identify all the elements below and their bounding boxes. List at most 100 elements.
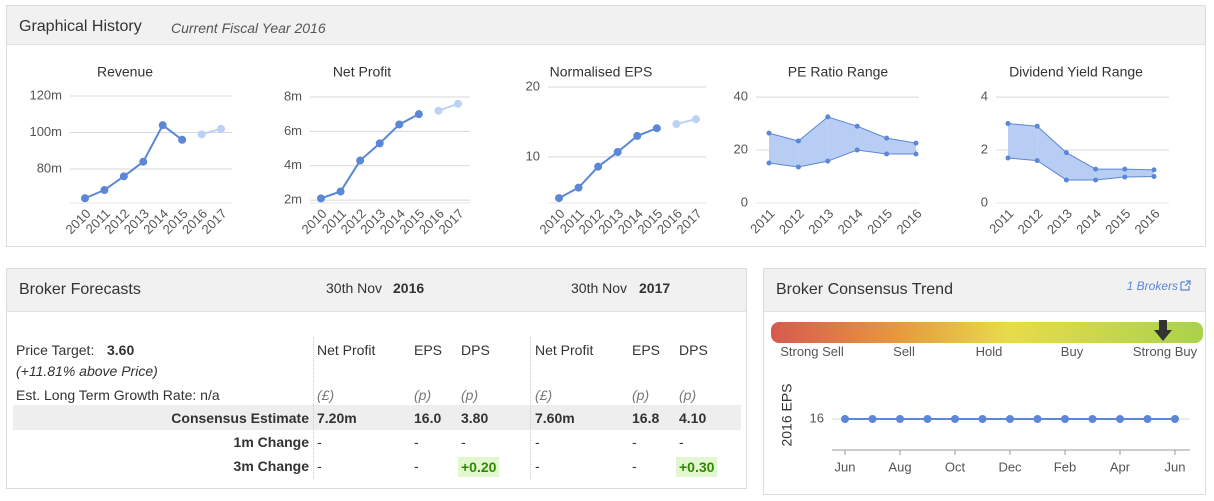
data-point xyxy=(100,186,109,195)
data-point xyxy=(884,135,890,141)
data-point xyxy=(1005,155,1011,161)
column-header: DPS xyxy=(461,342,490,358)
table-cell: 7.20m xyxy=(317,410,357,426)
table-cell: - xyxy=(632,458,637,474)
x-tick-label: Apr xyxy=(1110,459,1131,474)
data-point xyxy=(1034,158,1040,164)
panel-header xyxy=(7,6,1205,45)
table-cell: 7.60m xyxy=(535,410,575,426)
table-cell: 4.10 xyxy=(679,410,707,426)
y-tick-label: 100m xyxy=(29,124,62,139)
x-tick-label: 2011 xyxy=(747,206,777,236)
data-point xyxy=(1122,166,1128,172)
table-cell: - xyxy=(632,434,637,450)
scale-label: Sell xyxy=(893,344,915,359)
data-point xyxy=(1116,415,1124,423)
row-label: 3m Change xyxy=(233,458,309,474)
x-tick-label: Jun xyxy=(1165,459,1186,474)
y-tick-label: 40 xyxy=(734,89,748,104)
data-point xyxy=(119,172,128,181)
range-high-line xyxy=(768,116,917,144)
series-line xyxy=(558,127,658,199)
table-cell: - xyxy=(535,458,540,474)
brokers-link[interactable]: 1 Brokers xyxy=(1126,279,1178,293)
data-point xyxy=(652,124,661,133)
table-cell: - xyxy=(317,434,322,450)
data-point xyxy=(317,194,325,203)
price-target: 3.60 xyxy=(107,342,135,358)
data-point xyxy=(613,147,622,156)
y-tick-label: 10 xyxy=(526,148,540,163)
data-point xyxy=(766,130,772,136)
row-label: 1m Change xyxy=(233,434,309,450)
data-point xyxy=(139,157,148,166)
x-tick-label: 2015 xyxy=(864,206,895,237)
y-tick-label: 4 xyxy=(981,89,988,104)
data-point xyxy=(1143,415,1152,423)
period-year: 2017 xyxy=(639,280,671,296)
range-band xyxy=(769,133,799,167)
table-cell: - xyxy=(414,434,419,450)
row-label: Consensus Estimate xyxy=(171,410,309,426)
consensus-gradient xyxy=(771,322,1203,343)
data-point xyxy=(854,147,860,153)
chart-title: PE Ratio Range xyxy=(788,64,889,80)
column-unit: (£) xyxy=(317,387,335,403)
data-point xyxy=(1093,166,1099,172)
range-band xyxy=(798,116,828,167)
chart-title: Dividend Yield Range xyxy=(1009,64,1143,80)
data-point xyxy=(978,415,987,423)
x-tick-label: 2014 xyxy=(1073,206,1104,237)
y-tick-label: 2m xyxy=(284,192,302,207)
y-tick-label: 0 xyxy=(741,194,748,209)
x-tick-label: 2013 xyxy=(805,206,836,237)
data-point xyxy=(854,123,860,129)
data-point xyxy=(841,415,849,423)
y-tick-label: 16 xyxy=(810,410,824,425)
data-point xyxy=(574,183,583,192)
column-unit: (p) xyxy=(679,387,697,403)
table-cell: - xyxy=(317,458,322,474)
data-point xyxy=(81,194,89,203)
y-tick-label: 2 xyxy=(981,141,988,156)
data-point xyxy=(1063,150,1069,156)
table-cell: 16.0 xyxy=(414,410,442,426)
data-point xyxy=(896,415,904,423)
data-point xyxy=(795,138,801,144)
range-band xyxy=(1124,169,1154,178)
data-point xyxy=(197,130,206,139)
data-point xyxy=(1061,415,1069,423)
column-unit: (£) xyxy=(535,387,553,403)
column-header: EPS xyxy=(414,342,443,358)
data-point xyxy=(395,120,404,129)
data-point xyxy=(633,131,642,140)
data-point xyxy=(884,151,890,157)
data-point xyxy=(434,106,443,115)
external-link-icon[interactable] xyxy=(1180,280,1191,291)
x-tick-label: 2014 xyxy=(835,206,866,237)
data-point xyxy=(913,140,919,146)
x-tick-label: 2015 xyxy=(1102,206,1133,237)
y-tick-label: 80m xyxy=(37,160,62,175)
period-date: 30th Nov xyxy=(571,280,628,296)
data-point xyxy=(178,135,187,144)
y-tick-label: 6m xyxy=(284,123,302,138)
x-tick-label: 2011 xyxy=(986,206,1016,236)
data-point xyxy=(923,415,932,423)
x-tick-label: Oct xyxy=(945,459,966,474)
column-header: Net Profit xyxy=(317,342,376,358)
data-point xyxy=(1034,123,1040,129)
data-point xyxy=(1006,415,1014,423)
period-date: 30th Nov xyxy=(326,280,383,296)
column-unit: (p) xyxy=(414,387,432,403)
chart-title: Normalised EPS xyxy=(550,64,653,80)
x-tick-label: 2016 xyxy=(1131,206,1162,237)
data-point xyxy=(594,162,603,171)
data-point xyxy=(217,124,225,133)
table-cell: 3.80 xyxy=(461,410,489,426)
consensus-arrow xyxy=(1154,320,1172,341)
column-header: EPS xyxy=(632,342,661,358)
y-axis-label: 2016 EPS xyxy=(779,383,795,446)
panel-header xyxy=(764,269,1205,312)
